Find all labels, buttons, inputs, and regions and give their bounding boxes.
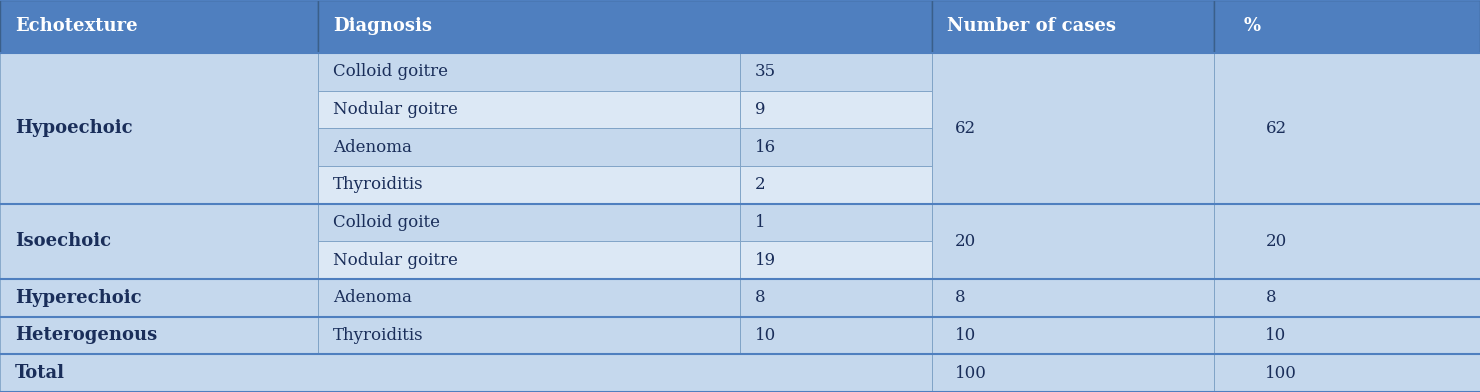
FancyBboxPatch shape	[1214, 53, 1480, 203]
FancyBboxPatch shape	[0, 203, 318, 279]
Text: 8: 8	[1265, 289, 1276, 306]
Text: 1: 1	[755, 214, 765, 231]
Text: Hyperechoic: Hyperechoic	[15, 289, 142, 307]
Text: 62: 62	[1265, 120, 1286, 137]
Text: Thyroiditis: Thyroiditis	[333, 176, 423, 193]
Text: 19: 19	[755, 252, 776, 269]
Text: Nodular goitre: Nodular goitre	[333, 101, 457, 118]
Text: Nodular goitre: Nodular goitre	[333, 252, 457, 269]
FancyBboxPatch shape	[0, 0, 318, 53]
Text: Thyroiditis: Thyroiditis	[333, 327, 423, 344]
FancyBboxPatch shape	[318, 279, 740, 317]
Text: 20: 20	[955, 233, 975, 250]
FancyBboxPatch shape	[932, 53, 1214, 203]
FancyBboxPatch shape	[1214, 0, 1480, 53]
FancyBboxPatch shape	[740, 166, 932, 203]
Text: 2: 2	[755, 176, 765, 193]
FancyBboxPatch shape	[932, 317, 1214, 354]
Text: Echotexture: Echotexture	[15, 18, 138, 35]
Text: Total: Total	[15, 364, 65, 382]
Text: %: %	[1243, 18, 1261, 35]
Text: 10: 10	[1265, 327, 1286, 344]
Text: 100: 100	[955, 365, 987, 382]
FancyBboxPatch shape	[1214, 354, 1480, 392]
FancyBboxPatch shape	[318, 128, 740, 166]
Text: 100: 100	[1265, 365, 1298, 382]
FancyBboxPatch shape	[932, 279, 1214, 317]
FancyBboxPatch shape	[318, 203, 740, 241]
FancyBboxPatch shape	[740, 91, 932, 128]
Text: Adenoma: Adenoma	[333, 289, 411, 306]
FancyBboxPatch shape	[318, 0, 932, 53]
Text: Colloid goitre: Colloid goitre	[333, 63, 448, 80]
Text: Number of cases: Number of cases	[947, 18, 1116, 35]
FancyBboxPatch shape	[1214, 279, 1480, 317]
FancyBboxPatch shape	[0, 279, 318, 317]
FancyBboxPatch shape	[318, 91, 740, 128]
Text: 35: 35	[755, 63, 776, 80]
Text: Diagnosis: Diagnosis	[333, 18, 432, 35]
Text: 62: 62	[955, 120, 975, 137]
Text: Hypoechoic: Hypoechoic	[15, 119, 132, 137]
FancyBboxPatch shape	[1214, 203, 1480, 279]
Text: 8: 8	[755, 289, 765, 306]
Text: Isoechoic: Isoechoic	[15, 232, 111, 250]
FancyBboxPatch shape	[0, 354, 932, 392]
FancyBboxPatch shape	[740, 241, 932, 279]
FancyBboxPatch shape	[740, 53, 932, 91]
Text: Adenoma: Adenoma	[333, 139, 411, 156]
FancyBboxPatch shape	[932, 354, 1214, 392]
Text: Heterogenous: Heterogenous	[15, 327, 157, 345]
FancyBboxPatch shape	[318, 241, 740, 279]
FancyBboxPatch shape	[318, 166, 740, 203]
FancyBboxPatch shape	[1214, 317, 1480, 354]
FancyBboxPatch shape	[740, 128, 932, 166]
FancyBboxPatch shape	[318, 53, 740, 91]
FancyBboxPatch shape	[0, 53, 318, 203]
Text: 20: 20	[1265, 233, 1286, 250]
FancyBboxPatch shape	[932, 203, 1214, 279]
Text: Colloid goite: Colloid goite	[333, 214, 440, 231]
FancyBboxPatch shape	[318, 317, 740, 354]
Text: 10: 10	[755, 327, 776, 344]
Text: 16: 16	[755, 139, 776, 156]
FancyBboxPatch shape	[932, 0, 1214, 53]
Text: 10: 10	[955, 327, 975, 344]
Text: 8: 8	[955, 289, 965, 306]
FancyBboxPatch shape	[740, 203, 932, 241]
FancyBboxPatch shape	[740, 317, 932, 354]
FancyBboxPatch shape	[0, 317, 318, 354]
Text: 9: 9	[755, 101, 765, 118]
FancyBboxPatch shape	[740, 279, 932, 317]
